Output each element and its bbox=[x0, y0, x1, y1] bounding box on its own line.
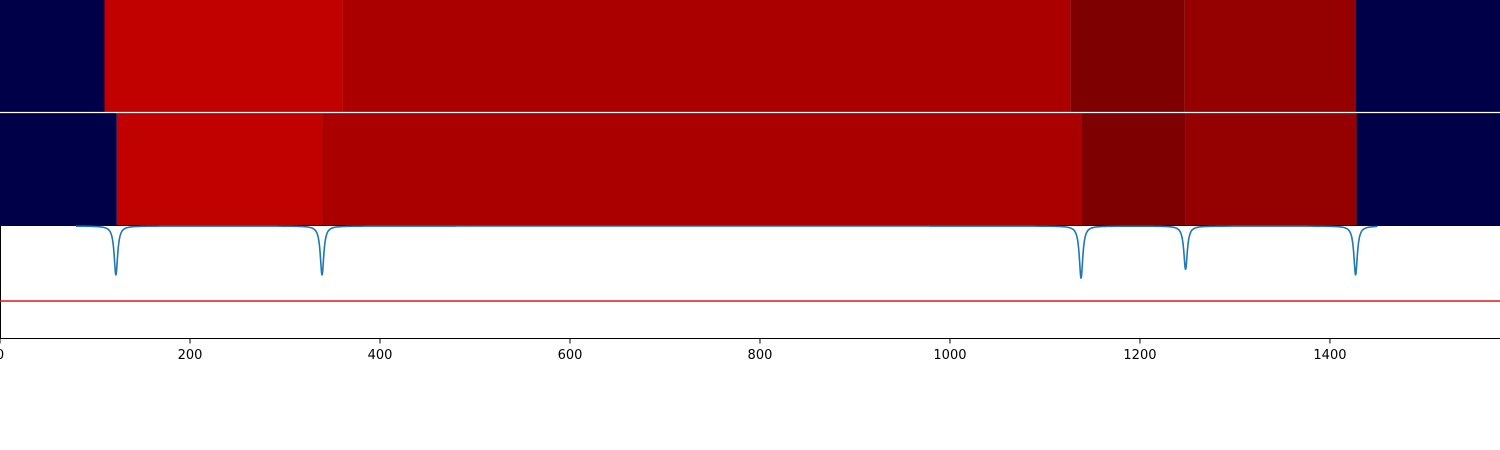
heatmap-track-1 bbox=[0, 0, 1500, 112]
heatmap-segment bbox=[1184, 0, 1356, 112]
heatmap-segment bbox=[0, 113, 117, 225]
signal-overlay bbox=[0, 225, 1500, 302]
x-tick-label: 400 bbox=[368, 348, 393, 363]
heatmap-segment bbox=[0, 0, 105, 112]
heatmap-segment bbox=[1070, 0, 1185, 112]
heatmap-segment bbox=[116, 113, 323, 225]
heatmap-segment bbox=[342, 0, 1071, 112]
x-tick-label: 0 bbox=[0, 348, 4, 363]
heatmap-segment bbox=[322, 113, 1083, 225]
signal-series-line bbox=[76, 225, 1378, 279]
heatmap-segment bbox=[1082, 113, 1186, 225]
x-tick-label: 1400 bbox=[1313, 348, 1346, 363]
heatmap-segment bbox=[1355, 0, 1500, 112]
heatmap-segment bbox=[1356, 113, 1500, 225]
signal-panel bbox=[0, 225, 1500, 339]
x-tick-label: 600 bbox=[558, 348, 583, 363]
heatmap-segment bbox=[1185, 113, 1357, 225]
heatmap-track-2 bbox=[0, 113, 1500, 225]
signal-panel-frame bbox=[0, 225, 1500, 339]
x-tick-label: 1000 bbox=[933, 348, 966, 363]
x-axis: 0 200 400 600 800 1000 1200 1400 bbox=[0, 338, 1347, 363]
x-tick-label: 1200 bbox=[1123, 348, 1156, 363]
x-tick-label: 800 bbox=[748, 348, 773, 363]
heatmap-segment bbox=[104, 0, 343, 112]
x-tick-label: 200 bbox=[178, 348, 203, 363]
